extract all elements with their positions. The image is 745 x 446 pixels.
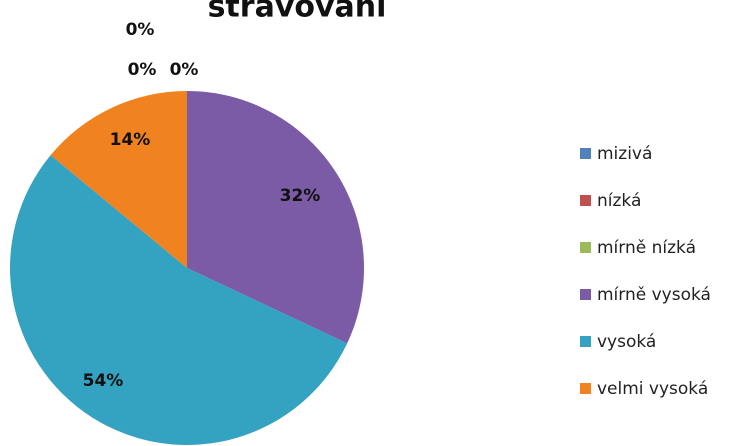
legend-swatch: [580, 336, 591, 347]
legend-label: mírně vysoká: [597, 285, 711, 305]
legend-label: vysoká: [597, 332, 656, 352]
legend-swatch: [580, 289, 591, 300]
data-label: 0%: [170, 60, 199, 80]
legend-label: mírně nízká: [597, 238, 696, 258]
legend-swatch: [580, 242, 591, 253]
pie-slice: [187, 91, 364, 344]
legend-swatch: [580, 148, 591, 159]
pie-slice: [10, 155, 348, 445]
data-label: 0%: [128, 60, 157, 80]
data-label: 54%: [83, 371, 124, 391]
legend-swatch: [580, 383, 591, 394]
legend-label: velmi vysoká: [597, 379, 708, 399]
chart-title: stravování: [208, 0, 389, 25]
legend-swatch: [580, 195, 591, 206]
data-label: 0%: [126, 20, 155, 40]
data-label: 14%: [110, 130, 151, 150]
pie-slice: [50, 91, 187, 268]
data-label: 32%: [280, 186, 321, 206]
legend-label: nízká: [597, 191, 641, 211]
legend-label: mizivá: [597, 144, 652, 164]
